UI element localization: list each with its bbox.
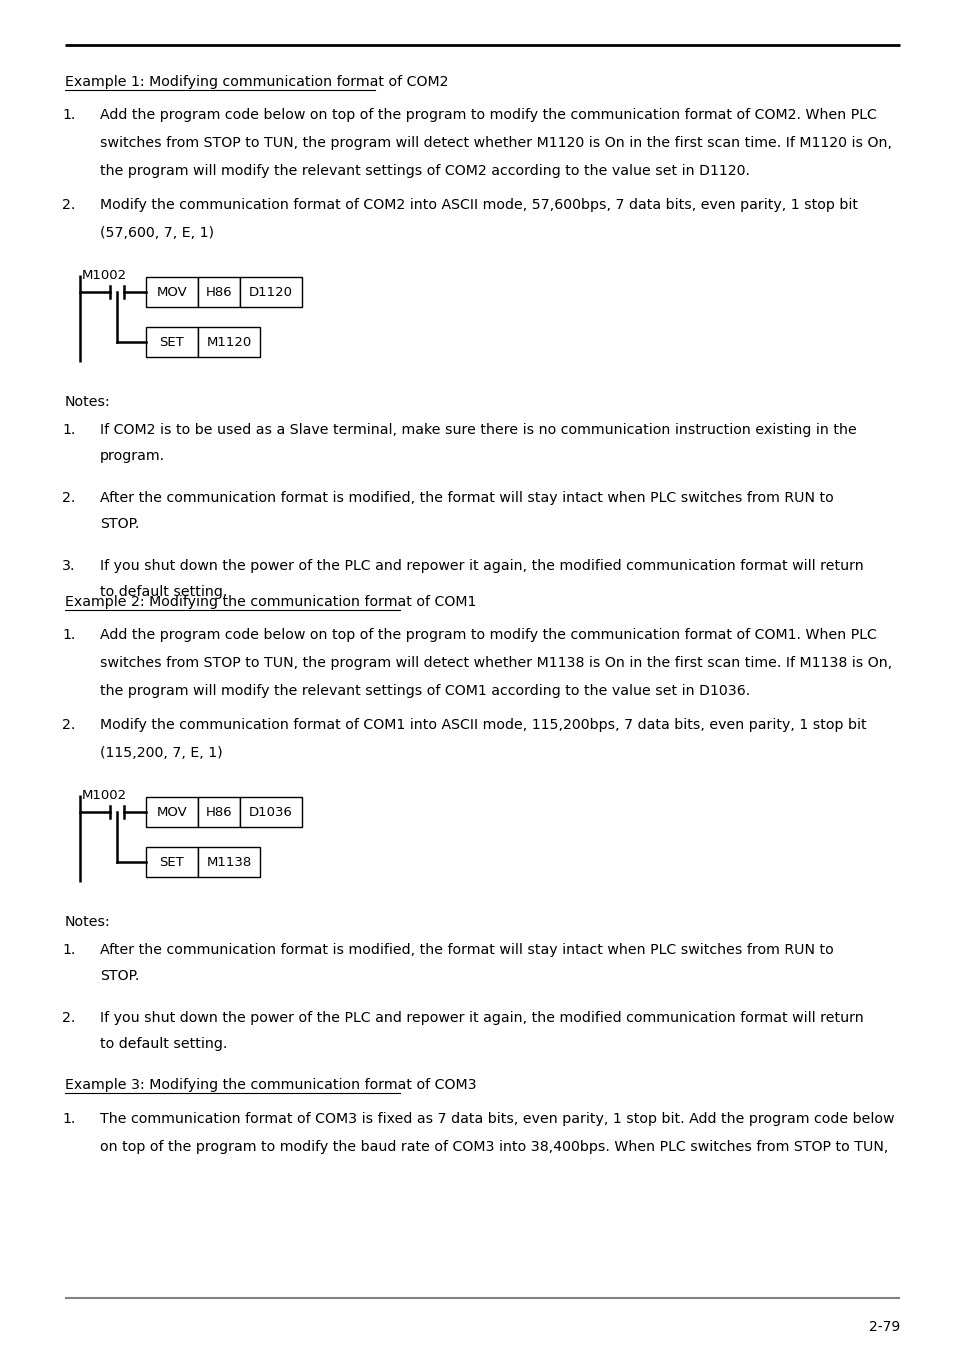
Text: D1120: D1120 [249, 285, 293, 298]
Text: MOV: MOV [156, 285, 187, 298]
Text: D1036: D1036 [249, 806, 293, 818]
Text: 2.: 2. [62, 491, 75, 505]
Text: Example 3: Modifying the communication format of COM3: Example 3: Modifying the communication f… [65, 1079, 476, 1092]
Text: SET: SET [159, 336, 184, 348]
Text: program.: program. [100, 450, 165, 463]
Text: 1.: 1. [62, 628, 75, 643]
Bar [146, 846, 198, 878]
Text: 1.: 1. [62, 423, 75, 437]
Bar [146, 327, 198, 356]
Text: M1138: M1138 [206, 856, 252, 868]
Text: (115,200, 7, E, 1): (115,200, 7, E, 1) [100, 747, 222, 760]
Text: to default setting.: to default setting. [100, 1037, 227, 1052]
Text: H86: H86 [206, 285, 233, 298]
Text: 2.: 2. [62, 1011, 75, 1025]
Text: STOP.: STOP. [100, 969, 139, 983]
Text: M1002: M1002 [82, 269, 127, 282]
Bar [146, 796, 198, 828]
Text: 2-79: 2-79 [868, 1320, 899, 1334]
Text: 1.: 1. [62, 1112, 75, 1126]
Bar [240, 277, 302, 306]
Text: If you shut down the power of the PLC and repower it again, the modified communi: If you shut down the power of the PLC an… [100, 1011, 862, 1025]
Text: If you shut down the power of the PLC and repower it again, the modified communi: If you shut down the power of the PLC an… [100, 559, 862, 572]
Bar [240, 796, 302, 828]
Text: MOV: MOV [156, 806, 187, 818]
Text: Notes:: Notes: [65, 396, 111, 409]
Text: the program will modify the relevant settings of COM2 according to the value set: the program will modify the relevant set… [100, 163, 749, 178]
Text: M1120: M1120 [206, 336, 252, 348]
Bar [198, 277, 240, 306]
Text: (57,600, 7, E, 1): (57,600, 7, E, 1) [100, 225, 213, 240]
Text: Example 1: Modifying communication format of COM2: Example 1: Modifying communication forma… [65, 76, 448, 89]
Bar [198, 796, 240, 828]
Text: 2.: 2. [62, 198, 75, 212]
Text: SET: SET [159, 856, 184, 868]
Text: M1002: M1002 [82, 788, 127, 802]
Text: After the communication format is modified, the format will stay intact when PLC: After the communication format is modifi… [100, 491, 833, 505]
Text: 1.: 1. [62, 944, 75, 957]
Text: Example 2: Modifying the communication format of COM1: Example 2: Modifying the communication f… [65, 595, 476, 609]
Text: Add the program code below on top of the program to modify the communication for: Add the program code below on top of the… [100, 628, 876, 643]
Text: the program will modify the relevant settings of COM1 according to the value set: the program will modify the relevant set… [100, 684, 749, 698]
Bar [198, 327, 260, 356]
Text: The communication format of COM3 is fixed as 7 data bits, even parity, 1 stop bi: The communication format of COM3 is fixe… [100, 1112, 894, 1126]
Text: If COM2 is to be used as a Slave terminal, make sure there is no communication i: If COM2 is to be used as a Slave termina… [100, 423, 856, 437]
Text: Add the program code below on top of the program to modify the communication for: Add the program code below on top of the… [100, 108, 876, 122]
Text: switches from STOP to TUN, the program will detect whether M1138 is On in the fi: switches from STOP to TUN, the program w… [100, 656, 891, 670]
Bar [146, 277, 198, 306]
Text: on top of the program to modify the baud rate of COM3 into 38,400bps. When PLC s: on top of the program to modify the baud… [100, 1139, 887, 1154]
Text: 1.: 1. [62, 108, 75, 122]
Text: Notes:: Notes: [65, 915, 111, 929]
Text: Modify the communication format of COM2 into ASCII mode, 57,600bps, 7 data bits,: Modify the communication format of COM2 … [100, 198, 857, 212]
Bar [198, 846, 260, 878]
Text: 2.: 2. [62, 718, 75, 732]
Text: H86: H86 [206, 806, 233, 818]
Text: STOP.: STOP. [100, 517, 139, 531]
Text: switches from STOP to TUN, the program will detect whether M1120 is On in the fi: switches from STOP to TUN, the program w… [100, 136, 891, 150]
Text: 3.: 3. [62, 559, 75, 572]
Text: After the communication format is modified, the format will stay intact when PLC: After the communication format is modifi… [100, 944, 833, 957]
Text: Modify the communication format of COM1 into ASCII mode, 115,200bps, 7 data bits: Modify the communication format of COM1 … [100, 718, 865, 732]
Text: to default setting.: to default setting. [100, 585, 227, 599]
